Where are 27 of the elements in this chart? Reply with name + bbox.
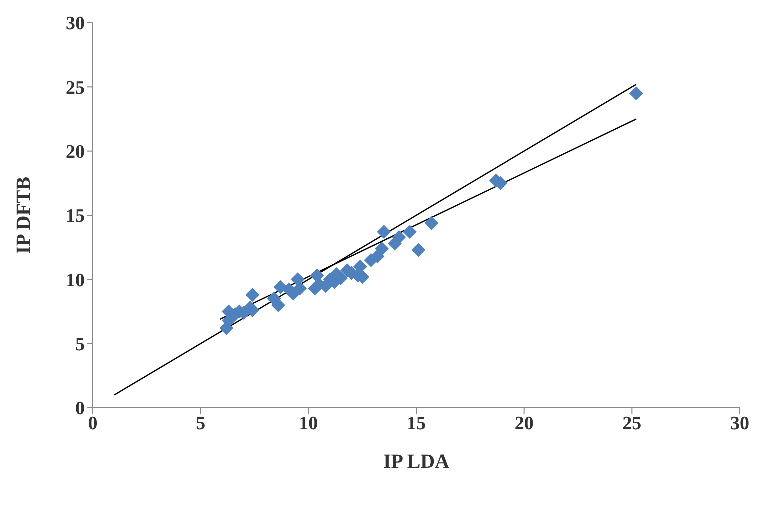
point	[246, 288, 260, 302]
point	[374, 242, 389, 256]
point	[274, 280, 288, 294]
x-tick-label: 5	[196, 413, 206, 434]
y-tick-label: 10	[66, 270, 85, 292]
x-tick-label: 10	[299, 413, 318, 434]
x-tick-label: 20	[514, 413, 534, 434]
point	[629, 86, 644, 101]
y-axis-title: IP DFTB	[13, 176, 36, 254]
x-tick-label: 15	[407, 413, 426, 434]
point	[271, 298, 286, 312]
y-tick-label: 25	[66, 78, 85, 99]
point	[412, 243, 426, 258]
y-tick-label: 5	[76, 334, 85, 356]
x-axis-title: IP LDA	[383, 451, 450, 473]
x-tick-label: 25	[622, 413, 642, 434]
y-tick-label: 15	[66, 206, 85, 228]
y-tick-label: 0	[76, 398, 85, 420]
point	[392, 230, 406, 244]
y-tick-label: 20	[66, 142, 85, 164]
point	[353, 260, 368, 274]
point	[424, 216, 439, 230]
y-tick-label: 30	[66, 14, 85, 35]
x-tick-label: 30	[730, 413, 750, 434]
point	[403, 225, 418, 240]
point	[293, 282, 308, 296]
point	[377, 225, 392, 240]
